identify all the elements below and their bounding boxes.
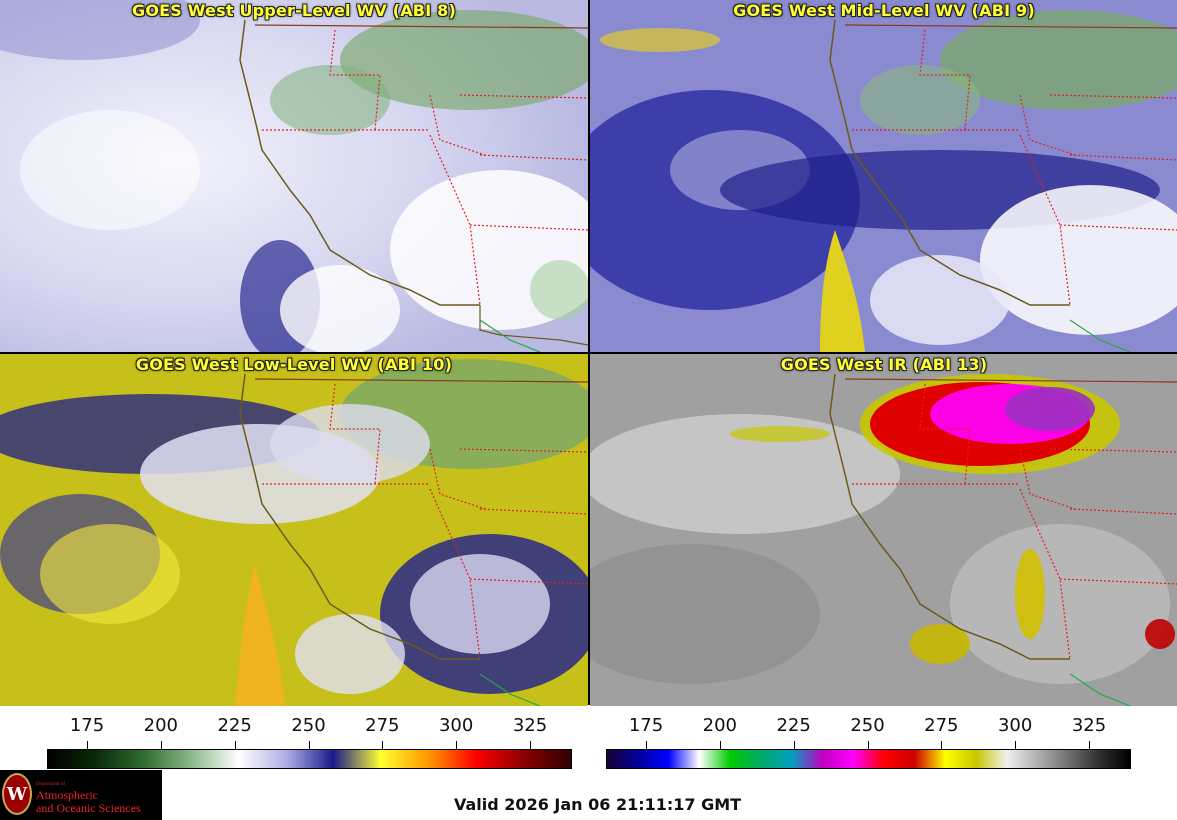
uw-aos-logo: W Department of Atmospheric and Oceanic … [0,770,162,820]
panel-divider-horizontal [0,352,1177,354]
colorbar-tick-mark [941,741,943,749]
ir-tick-label: 300 [997,715,1033,736]
colorbar-tick-mark [719,741,721,749]
low-wv-image [0,354,588,706]
panel-title: GOES West Upper-Level WV (ABI 8) [132,1,456,20]
valid-time: Valid 2026 Jan 06 21:11:17 GMT [454,795,742,814]
colorbar-tick-mark [308,741,310,749]
wv-tick-label: 225 [217,715,252,736]
colorbar-tick-mark [530,741,531,749]
wv-colorbar: 175 200 225 250 275 300 325 [47,715,572,770]
ir-tick-label: 325 [1071,715,1107,736]
panel-title: GOES West IR (ABI 13) [780,355,988,374]
logo-line-2: and Oceanic Sciences [36,801,141,815]
ir-tick-label: 225 [776,715,811,736]
ir-colorbar-ticks: 175 200 225 250 275 300 325 [606,715,1131,741]
wv-colorbar-gradient [47,749,572,769]
ir-tick-label: 200 [702,715,738,736]
colorbar-tick-mark [456,741,458,749]
colorbar-tick-mark [1089,741,1090,749]
colorbar-tick-mark [793,741,795,749]
uw-seal-icon: W [2,773,32,815]
ir-image [590,354,1177,706]
logo-dept: Department of [36,782,66,787]
wv-tick-label: 275 [365,715,400,736]
mid-wv-image [590,0,1177,352]
colorbar-tick-mark [160,741,162,749]
panel-low-level-wv: GOES West Low-Level WV (ABI 10) [0,354,588,706]
ir-colorbar: 175 200 225 250 275 300 325 [606,715,1131,770]
panel-title: GOES West Low-Level WV (ABI 10) [135,355,453,374]
panel-ir: GOES West IR (ABI 13) [590,354,1177,706]
colorbar-tick-mark [1015,741,1017,749]
colorbar-tick-mark [234,741,236,749]
logo-line-1: Atmospheric [36,788,98,802]
upper-wv-image [0,0,588,352]
panel-mid-level-wv: GOES West Mid-Level WV (ABI 9) [590,0,1177,352]
wv-tick-label: 175 [69,715,105,736]
colorbar-tick-mark [867,741,869,749]
seal-letter: W [6,784,28,805]
wv-tick-label: 325 [512,715,548,736]
colorbar-tick-mark [87,741,88,749]
colorbar-tick-mark [382,741,384,749]
ir-tick-label: 250 [850,715,885,736]
wv-tick-label: 200 [143,715,179,736]
colorbar-tick-mark [646,741,647,749]
panel-title: GOES West Mid-Level WV (ABI 9) [733,1,1035,20]
wv-tick-label: 300 [438,715,474,736]
ir-colorbar-gradient [606,749,1131,769]
ir-tick-label: 275 [924,715,959,736]
wv-colorbar-ticks: 175 200 225 250 275 300 325 [47,715,572,741]
panel-upper-level-wv: GOES West Upper-Level WV (ABI 8) [0,0,588,352]
wv-tick-label: 250 [291,715,326,736]
ir-tick-label: 175 [628,715,664,736]
